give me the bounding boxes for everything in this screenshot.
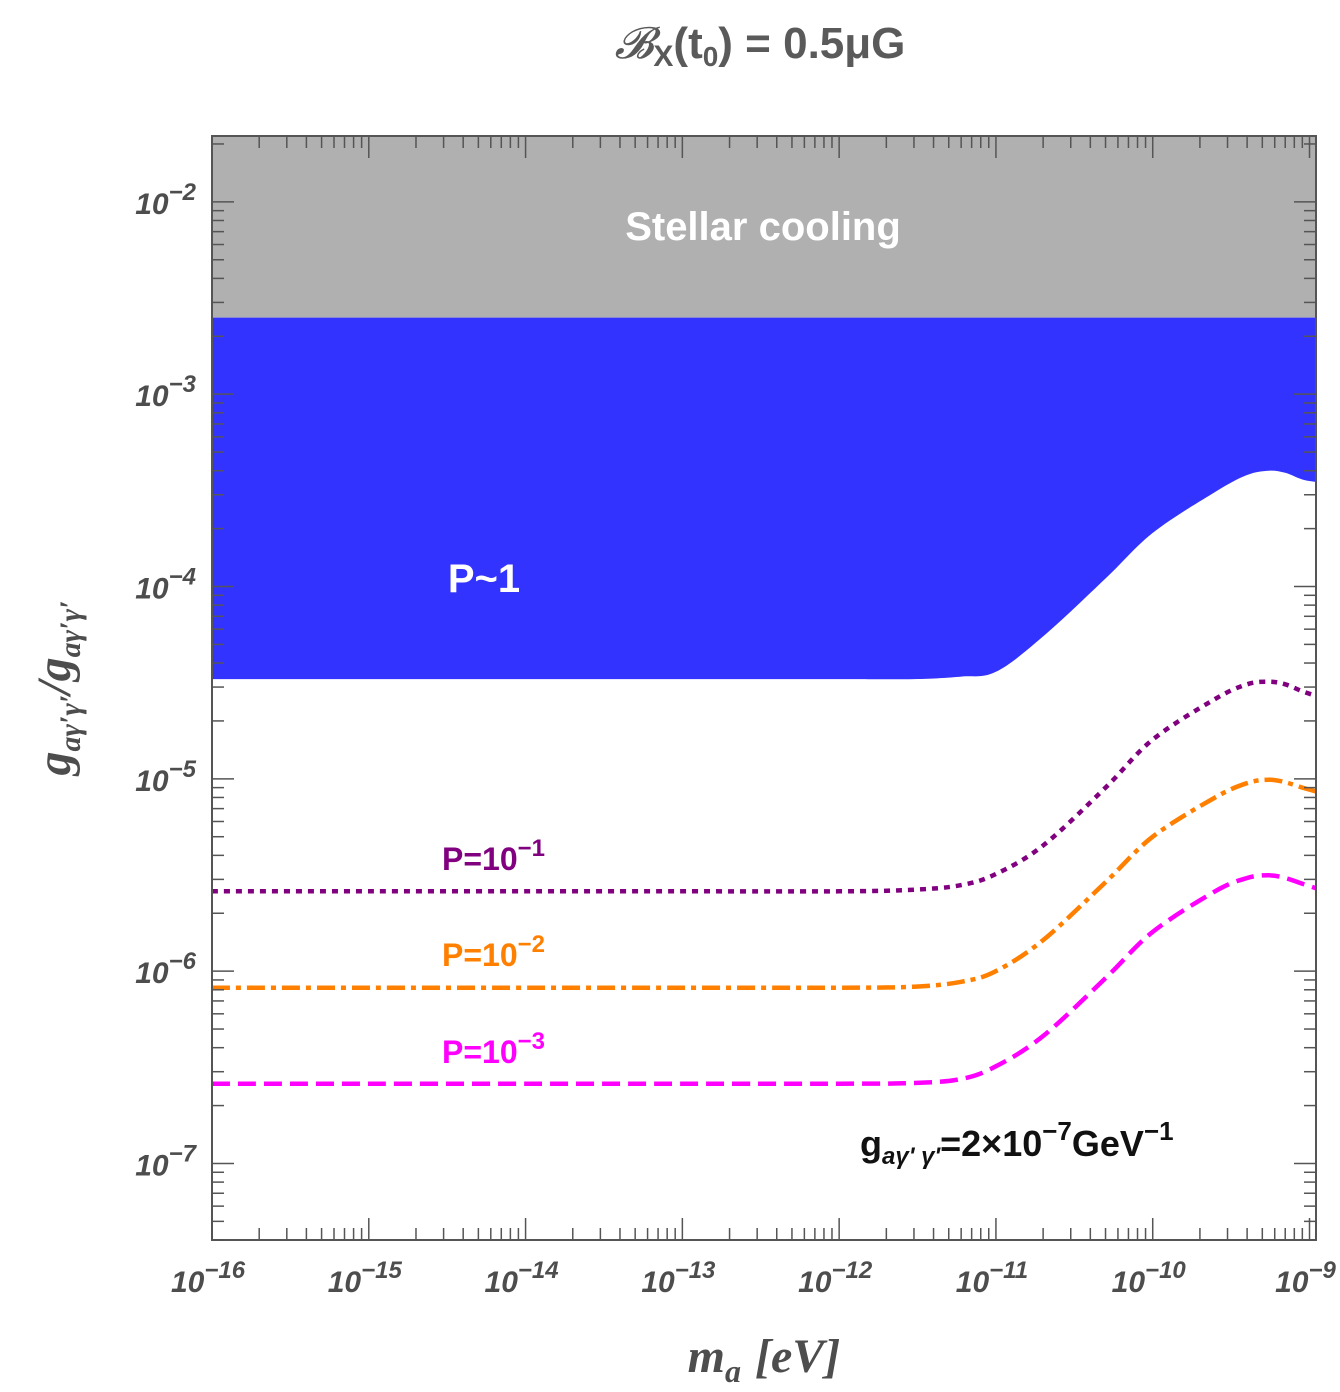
curve-label-p1e-3-text: P=10 xyxy=(442,1034,518,1070)
curve-label-p1e-3-exp: −3 xyxy=(518,1028,545,1055)
annotation-unit-exp: −1 xyxy=(1144,1116,1174,1146)
y-tick-label: 10−2 xyxy=(135,179,196,221)
curve-label-p1e-1-exp: −1 xyxy=(518,835,545,862)
x-tick-label: 10−11 xyxy=(956,1257,1028,1299)
x-tick-label: 10−10 xyxy=(1112,1257,1187,1299)
annotation-value: =2×10 xyxy=(940,1123,1042,1164)
series-line-1 xyxy=(212,679,1316,894)
y-axis-label-g2: g xyxy=(28,657,81,682)
y-axis-label-sub2: aγ′γ′ xyxy=(54,600,87,657)
region-p1 xyxy=(212,317,1316,680)
y-tick-label: 10−4 xyxy=(135,564,196,606)
series-line-3 xyxy=(212,873,1316,1086)
curve-label-p1e-2-exp: −2 xyxy=(518,931,545,958)
plot-area xyxy=(212,136,1316,1086)
title-arg: t xyxy=(688,19,703,68)
x-axis-label: ma [eV] xyxy=(688,1330,841,1389)
y-tick-label: 10−6 xyxy=(135,948,196,990)
curve-label-p1e-2: P=10−2 xyxy=(442,931,545,973)
y-axis-label-group: gaγ′γ′/gaγ′γ′ xyxy=(28,600,87,776)
annotation-sub: aγ' γ' xyxy=(882,1143,941,1170)
annotation-exp: −7 xyxy=(1042,1116,1072,1146)
annotation-unit: GeV xyxy=(1072,1123,1144,1164)
x-tick-label: 10−14 xyxy=(485,1257,559,1299)
y-axis-label: gaγ′γ′/gaγ′γ′ xyxy=(28,600,87,776)
x-tick-label: 10−13 xyxy=(641,1257,716,1299)
annotation-g: g xyxy=(860,1123,882,1164)
title-value: 0.5μG xyxy=(783,19,905,68)
coupling-annotation: gaγ' γ'=2×10−7GeV−1 xyxy=(860,1116,1174,1170)
x-tick-label: 10−12 xyxy=(798,1257,873,1299)
y-axis-label-g1: g xyxy=(28,752,81,777)
curve-label-p1e-1: P=10−1 xyxy=(442,835,545,877)
curve-label-p1e-3: P=10−3 xyxy=(442,1028,545,1070)
x-axis-label-unit: [eV] xyxy=(755,1330,840,1383)
region-stellar-cooling xyxy=(212,136,1316,318)
y-tick-label: 10−7 xyxy=(135,1140,197,1182)
curve-label-p1e-2-text: P=10 xyxy=(442,937,518,973)
y-tick-label: 10−3 xyxy=(135,371,196,413)
region-label-p1: P~1 xyxy=(448,557,520,601)
x-axis-label-main: m xyxy=(688,1330,725,1383)
x-tick-label: 10−9 xyxy=(1275,1257,1336,1299)
region-label-stellar-cooling: Stellar cooling xyxy=(625,205,901,249)
y-tick-label: 10−5 xyxy=(135,756,196,798)
chart-title: 𝓑X(t0) = 0.5μG xyxy=(615,18,906,73)
axis-ticks xyxy=(211,136,1316,1241)
x-tick-label: 10−16 xyxy=(171,1257,246,1299)
x-tick-label: 10−15 xyxy=(328,1257,403,1299)
x-axis-label-sub: a xyxy=(725,1353,741,1389)
plot-frame xyxy=(211,135,1317,1241)
series-line-2 xyxy=(212,777,1316,991)
title-sub-x: X xyxy=(653,40,673,73)
x-tick-labels: 10−16 10−15 10−14 10−13 10−12 10−11 10−10 10−9 xyxy=(171,1257,1337,1299)
y-axis-label-sub1: aγ′γ′ xyxy=(54,695,87,752)
title-arg-sub: 0 xyxy=(703,41,719,72)
curve-label-p1e-1-text: P=10 xyxy=(442,841,518,877)
y-tick-labels: 10−7 10−6 10−5 10−4 10−3 10−2 xyxy=(135,179,197,1183)
